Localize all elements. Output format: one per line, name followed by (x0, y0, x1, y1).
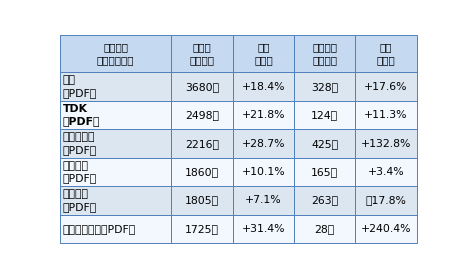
Text: 2216亿: 2216亿 (185, 139, 219, 149)
Bar (233, 215, 294, 243)
Text: 销售额
（日元）: 销售额 （日元） (190, 42, 214, 65)
Bar (233, 158, 294, 186)
Bar (294, 215, 355, 243)
Text: +240.4%: +240.4% (361, 224, 411, 234)
Text: 328亿: 328亿 (311, 82, 338, 92)
Bar (355, 129, 417, 158)
Text: 2498亿: 2498亿 (185, 110, 219, 120)
Bar (294, 158, 355, 186)
Text: 日本电产
（PDF）: 日本电产 （PDF） (63, 189, 97, 212)
Text: 28亿: 28亿 (315, 224, 335, 234)
Text: 同比
增长率: 同比 增长率 (377, 42, 395, 65)
Bar (233, 101, 294, 129)
Text: 425亿: 425亿 (311, 139, 338, 149)
Bar (60, 215, 172, 243)
Bar (172, 158, 233, 186)
Bar (294, 129, 355, 158)
Bar (294, 73, 355, 101)
Bar (294, 186, 355, 215)
Text: +3.4%: +3.4% (368, 167, 405, 177)
Bar (233, 129, 294, 158)
Bar (60, 73, 172, 101)
Text: 165亿: 165亿 (311, 167, 338, 177)
Text: 同比
增长率: 同比 增长率 (254, 42, 273, 65)
Text: TDK
（PDF）: TDK （PDF） (63, 104, 100, 126)
Bar (355, 35, 417, 73)
Bar (172, 129, 233, 158)
Bar (60, 101, 172, 129)
Bar (294, 101, 355, 129)
Bar (172, 35, 233, 73)
Text: +10.1%: +10.1% (242, 167, 285, 177)
Bar (294, 35, 355, 73)
Text: +11.3%: +11.3% (364, 110, 408, 120)
Text: 公司名称
（财报概要）: 公司名称 （财报概要） (97, 42, 134, 65)
Text: 1860亿: 1860亿 (185, 167, 219, 177)
Text: 3680亿: 3680亿 (185, 82, 219, 92)
Text: +18.4%: +18.4% (242, 82, 285, 92)
Text: 京瓷
（PDF）: 京瓷 （PDF） (63, 75, 97, 98)
Text: +17.6%: +17.6% (364, 82, 408, 92)
Bar (355, 101, 417, 129)
Text: 1725亿: 1725亿 (185, 224, 219, 234)
Bar (60, 35, 172, 73)
Bar (355, 215, 417, 243)
Text: +21.8%: +21.8% (242, 110, 285, 120)
Bar (172, 186, 233, 215)
Text: 村田制作所
（PDF）: 村田制作所 （PDF） (63, 132, 97, 155)
Text: 263亿: 263亿 (311, 195, 338, 206)
Text: 124亿: 124亿 (311, 110, 338, 120)
Text: 1805亿: 1805亿 (185, 195, 219, 206)
Bar (172, 215, 233, 243)
Bar (233, 73, 294, 101)
Text: 日东电工
（PDF）: 日东电工 （PDF） (63, 161, 97, 183)
Bar (60, 158, 172, 186)
Text: +28.7%: +28.7% (242, 139, 285, 149)
Bar (233, 186, 294, 215)
Bar (172, 73, 233, 101)
Text: 营业利润
（日元）: 营业利润 （日元） (312, 42, 337, 65)
Text: +132.8%: +132.8% (361, 139, 411, 149)
Text: +31.4%: +31.4% (242, 224, 285, 234)
Bar (60, 129, 172, 158)
Bar (355, 158, 417, 186)
Bar (233, 35, 294, 73)
Text: 阿尔卑斯电气（PDF）: 阿尔卑斯电气（PDF） (63, 224, 136, 234)
Bar (355, 186, 417, 215)
Bar (172, 101, 233, 129)
Text: －17.8%: －17.8% (365, 195, 406, 206)
Bar (355, 73, 417, 101)
Bar (60, 186, 172, 215)
Text: +7.1%: +7.1% (245, 195, 282, 206)
